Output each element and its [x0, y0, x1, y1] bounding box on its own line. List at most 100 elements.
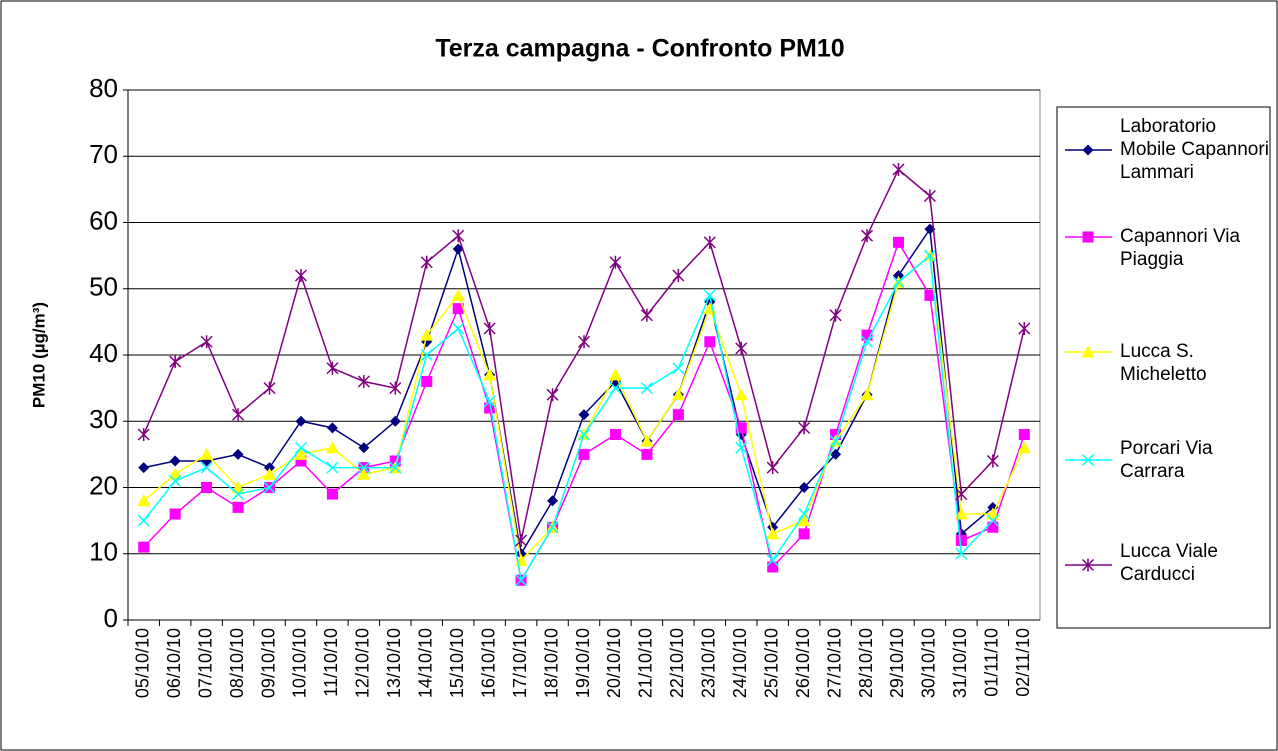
- x-tick-label: 28/10/10: [856, 628, 876, 698]
- x-tick-label: 06/10/10: [164, 628, 184, 698]
- data-point: [640, 308, 653, 322]
- data-point: [451, 288, 465, 301]
- data-point: [452, 322, 465, 335]
- x-tick-label: 31/10/10: [950, 628, 970, 698]
- x-tick-label: 27/10/10: [824, 628, 844, 698]
- data-point: [389, 461, 402, 474]
- data-point: [547, 495, 559, 507]
- data-point: [420, 255, 433, 269]
- data-point: [295, 415, 307, 427]
- data-point: [578, 448, 590, 460]
- data-point: [200, 335, 213, 349]
- x-tick-label: 05/10/10: [132, 628, 152, 698]
- data-point: [798, 528, 810, 540]
- y-tick-label: 80: [89, 73, 118, 103]
- data-point: [860, 388, 874, 401]
- data-point: [264, 462, 276, 474]
- series-line: [143, 254, 994, 583]
- x-tick-label: 09/10/10: [258, 628, 278, 698]
- data-point: [892, 163, 905, 176]
- x-tick-label: 12/10/10: [353, 628, 373, 698]
- x-tick-label: 02/11/10: [1013, 628, 1033, 697]
- data-point: [389, 415, 401, 427]
- y-tick-label: 0: [104, 603, 118, 633]
- data-point: [515, 574, 528, 587]
- data-point: [232, 488, 245, 501]
- x-tick-label: 26/10/10: [793, 628, 813, 698]
- data-point: [452, 229, 465, 243]
- data-point: [137, 514, 150, 527]
- legend-marker: [1081, 453, 1095, 467]
- data-point: [169, 355, 182, 369]
- x-tick-label: 17/10/10: [510, 628, 530, 698]
- data-point: [389, 381, 402, 395]
- data-point: [420, 328, 434, 341]
- data-point: [1018, 429, 1030, 440]
- data-point: [608, 368, 622, 381]
- data-point: [357, 375, 370, 388]
- legend-marker: [1082, 144, 1094, 156]
- data-point: [137, 428, 150, 441]
- x-tick-label: 07/10/10: [195, 628, 215, 698]
- data-point: [263, 481, 276, 494]
- data-point: [861, 335, 874, 348]
- data-point: [766, 527, 780, 540]
- data-point: [358, 442, 370, 454]
- y-axis-label: PM10 (µg/m³): [29, 302, 48, 408]
- x-tick-label: 08/10/10: [227, 628, 247, 698]
- data-point: [892, 270, 904, 281]
- series-line: [143, 227, 994, 556]
- x-tick-label: 20/10/10: [604, 628, 624, 698]
- data-point: [357, 461, 370, 474]
- data-point: [325, 441, 339, 454]
- data-point: [923, 249, 936, 262]
- data-point: [294, 441, 307, 454]
- data-point: [326, 461, 339, 474]
- data-point: [766, 554, 779, 567]
- x-tick-label: 14/10/10: [416, 628, 436, 698]
- x-tick-label: 19/10/10: [573, 628, 593, 698]
- data-point: [923, 189, 936, 203]
- legend-marker: [1082, 231, 1094, 243]
- data-point: [703, 289, 716, 302]
- x-tick-label: 29/10/10: [887, 628, 907, 698]
- data-point: [798, 482, 810, 493]
- x-tick-label: 16/10/10: [478, 628, 498, 698]
- legend-label: Lucca Viale Carducci: [1120, 541, 1218, 585]
- legend-label: Capannori Via Piaggia: [1120, 226, 1241, 270]
- legend-marker: [1081, 558, 1095, 572]
- data-point: [986, 514, 999, 527]
- data-point: [294, 269, 307, 282]
- data-point: [138, 462, 150, 474]
- x-tick-label: 18/10/10: [541, 628, 561, 698]
- x-tick-label: 10/10/10: [290, 628, 310, 698]
- data-point: [263, 467, 277, 480]
- y-tick-label: 10: [89, 537, 118, 567]
- data-point: [200, 447, 214, 460]
- x-tick-label: 22/10/10: [667, 628, 687, 698]
- data-point: [609, 382, 622, 395]
- data-point: [452, 303, 464, 315]
- data-point: [640, 382, 653, 395]
- data-point: [138, 541, 150, 553]
- data-point: [577, 335, 591, 349]
- data-point: [924, 289, 936, 301]
- data-point: [1018, 322, 1031, 335]
- data-point: [326, 488, 338, 500]
- legend-label: Porcari Via Carrara: [1120, 438, 1213, 482]
- data-point: [326, 361, 339, 375]
- legend-marker: [1081, 345, 1095, 358]
- data-point: [295, 455, 307, 467]
- data-point: [672, 362, 685, 375]
- data-point: [955, 535, 967, 546]
- data-point: [735, 341, 748, 355]
- data-point: [483, 368, 497, 381]
- x-tick-label: 15/10/10: [447, 628, 467, 698]
- data-point: [640, 434, 654, 447]
- data-point: [577, 428, 591, 441]
- data-point: [704, 336, 716, 348]
- data-point: [986, 454, 999, 468]
- data-point: [169, 508, 181, 520]
- data-point: [861, 229, 874, 243]
- data-point: [955, 487, 968, 501]
